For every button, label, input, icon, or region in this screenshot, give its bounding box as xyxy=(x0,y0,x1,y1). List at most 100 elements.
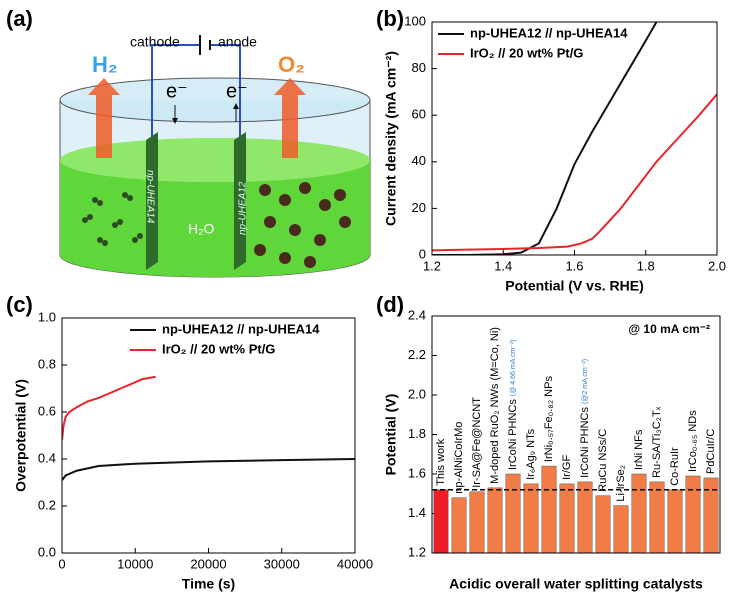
bar xyxy=(451,497,467,554)
plot-area xyxy=(432,22,717,255)
x-tick-label: 30000 xyxy=(264,556,300,571)
y-tick-label: 1.6 xyxy=(408,465,426,480)
bar xyxy=(433,489,449,554)
y-tick-label: 2.4 xyxy=(408,307,426,322)
y-axis-label: Overpotential (V) xyxy=(13,379,29,492)
category-label: IrCo₀.₆₅ NDs xyxy=(687,410,699,472)
legend-label: np-UHEA12 // np-UHEA14 xyxy=(162,321,320,336)
plot-frame xyxy=(431,21,718,256)
category-label: IrCoNi PHNCs xyxy=(579,407,591,478)
diagram-label: anode xyxy=(218,34,257,50)
bar xyxy=(577,481,593,554)
electrode xyxy=(234,132,246,270)
category-note: (@ 4.66 mA cm⁻²) xyxy=(510,339,517,396)
particles xyxy=(82,192,143,246)
cell-diagram: cathode anode e⁻ e⁻ H₂ O₂ np-UHEA14 np-U… xyxy=(59,34,371,278)
bar xyxy=(487,487,503,554)
y-tick-label: 2.0 xyxy=(408,386,426,401)
category-label: np-AlNiCoIrMo xyxy=(453,422,465,494)
category-label: Ir-SA@Fe@NCNT xyxy=(471,397,483,488)
panel-label: (b) xyxy=(376,6,404,31)
x-tick-label: 1.6 xyxy=(565,258,583,273)
bar xyxy=(559,483,575,554)
wire xyxy=(151,44,200,150)
y-tick-label: 0 xyxy=(419,246,426,261)
category-label: IrNi NFs xyxy=(633,429,645,470)
y-tick-label: 1.2 xyxy=(408,544,426,559)
category-label: M-doped RuO₂ NWs (M=Co, Ni) xyxy=(489,327,501,484)
electron-arrow xyxy=(233,103,239,109)
legend-label: IrO₂ // 20 wt% Pt/G xyxy=(470,45,583,60)
y-tick-label: 0.0 xyxy=(38,544,56,559)
y-axis-label: Potential (V) xyxy=(383,394,399,476)
category-label: IrCoNi PHNCs xyxy=(507,399,519,470)
category-label: Ir/GF xyxy=(561,455,573,480)
x-axis-label: Acidic overall water splitting catalysts xyxy=(449,576,703,592)
x-axis-label: Potential (V vs. RHE) xyxy=(505,278,643,294)
bar xyxy=(631,473,647,554)
diagram-label: e⁻ xyxy=(166,80,188,102)
diagram-label: O₂ xyxy=(278,52,305,77)
category-note: (@2 mA cm⁻²) xyxy=(582,359,589,404)
bar xyxy=(595,495,611,554)
plot-frame xyxy=(61,317,356,554)
wire xyxy=(210,44,241,150)
electrolyte xyxy=(60,160,370,277)
y-tick-label: 100 xyxy=(404,13,426,28)
y-axis-label: Current density (mA cm⁻²) xyxy=(383,51,399,226)
panel-label: (a) xyxy=(6,6,33,31)
category-label: Li-IrSe₂ xyxy=(615,465,627,502)
diagram-label: np-UHEA14 xyxy=(144,170,155,224)
plot-area xyxy=(62,375,355,481)
y-tick-label: 0.2 xyxy=(38,497,56,512)
bar xyxy=(667,489,683,554)
x-tick-label: 1.4 xyxy=(494,258,512,273)
category-label: Ru-SA/Ti₃C₂Tₓ xyxy=(651,406,663,478)
x-tick-label: 1.2 xyxy=(423,258,441,273)
bar xyxy=(541,465,557,554)
panel-label: (d) xyxy=(376,292,404,317)
bar xyxy=(523,483,539,554)
annotation: @ 10 mA cm⁻² xyxy=(628,322,710,336)
gas-arrow xyxy=(88,78,120,158)
category-label: Co-RuIr xyxy=(669,447,681,486)
y-tick-label: 80 xyxy=(412,60,426,75)
y-tick-label: 0.6 xyxy=(38,403,56,418)
bar xyxy=(505,473,521,554)
category-label: IrNi₀.₅₇Fe₀.₈₂ NPs xyxy=(543,376,555,463)
particles xyxy=(254,182,351,268)
x-tick-label: 0 xyxy=(58,556,65,571)
diagram-label: H₂O xyxy=(188,221,215,237)
line xyxy=(432,93,717,252)
category-label: This work xyxy=(435,438,447,486)
diagram-label: np-UHEA12 xyxy=(238,181,249,235)
gas-arrow xyxy=(274,78,306,158)
y-tick-label: 0.8 xyxy=(38,356,56,371)
x-tick-label: 10000 xyxy=(117,556,153,571)
diagram-label: e⁻ xyxy=(226,80,248,102)
y-tick-label: 1.0 xyxy=(38,309,56,324)
bar xyxy=(649,481,665,554)
diagram-label: H₂ xyxy=(92,52,118,77)
category-label: RuCu NSs/C xyxy=(597,429,609,492)
line xyxy=(432,22,658,255)
electrode xyxy=(146,132,158,270)
y-tick-label: 1.4 xyxy=(408,505,426,520)
plot-frame xyxy=(431,315,721,554)
bar xyxy=(613,505,629,554)
diagram-label: cathode xyxy=(130,34,180,50)
x-tick-label: 1.8 xyxy=(637,258,655,273)
x-tick-label: 40000 xyxy=(337,556,373,571)
y-tick-label: 40 xyxy=(412,153,426,168)
y-tick-label: 0.4 xyxy=(38,450,56,465)
category-label: Ir₆Ag₉ NTs xyxy=(525,428,537,479)
bar xyxy=(685,475,701,554)
bar xyxy=(469,491,485,554)
line xyxy=(62,375,156,441)
x-tick-label: 2.0 xyxy=(708,258,726,273)
y-tick-label: 2.2 xyxy=(408,347,426,362)
electron-arrow xyxy=(172,118,178,124)
legend-label: IrO₂ // 20 wt% Pt/G xyxy=(162,341,275,356)
x-tick-label: 20000 xyxy=(190,556,226,571)
